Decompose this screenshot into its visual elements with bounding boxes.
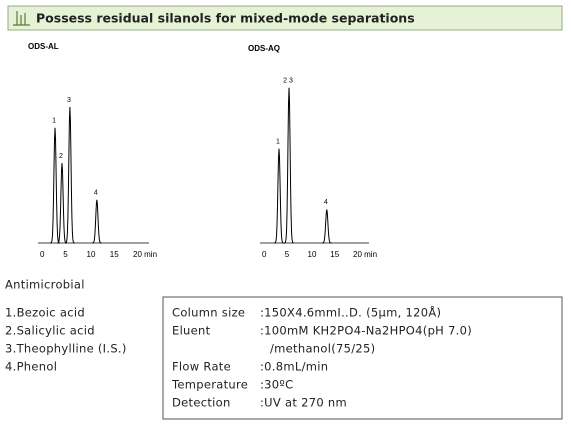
- x-tick-label: 0: [40, 250, 45, 259]
- condition-label: Flow Rate: [172, 360, 231, 374]
- header-bar: [7, 5, 563, 31]
- condition-value: :UV at 270 nm: [260, 396, 347, 410]
- condition-value: /methanol(75/25): [270, 342, 375, 356]
- peak: [91, 199, 102, 244]
- x-tick-label: 5: [285, 250, 290, 259]
- condition-label: Eluent: [172, 324, 211, 338]
- compound: 3.Theophylline (I.S.): [5, 342, 127, 356]
- x-tick-label: 20 min: [353, 250, 377, 259]
- peak: [321, 209, 332, 244]
- header-icon: [13, 11, 30, 26]
- x-tick-label: 0: [262, 250, 267, 259]
- peak-label: 1: [52, 118, 56, 125]
- peak: [56, 162, 68, 244]
- peak: [273, 148, 285, 244]
- condition-label: Temperature: [171, 378, 248, 392]
- x-tick-label: 10: [308, 250, 317, 259]
- conditions-box: [162, 296, 563, 420]
- peak-label: 4: [94, 190, 98, 197]
- x-tick-label: 20 min: [133, 250, 157, 259]
- compound: 1.Bezoic acid: [5, 306, 85, 320]
- peak: [49, 127, 61, 244]
- condition-label: Column size: [172, 306, 245, 320]
- x-tick-label: 15: [330, 250, 339, 259]
- peak-label: 1: [276, 138, 280, 145]
- peak-label: 2 3: [283, 78, 293, 85]
- x-tick-label: 5: [63, 250, 68, 259]
- x-tick-label: 15: [110, 250, 119, 259]
- header-title: Possess residual silanols for mixed-mode…: [36, 11, 415, 26]
- peak-label: 2: [59, 153, 63, 160]
- condition-value: :30ºC: [260, 378, 293, 392]
- condition-value: :150X4.6mmI..D. (5μm, 120Å): [260, 305, 441, 320]
- chromatogram-title: ODS-AL: [28, 42, 59, 51]
- chromatogram-title: ODS-AQ: [248, 44, 280, 53]
- peak: [64, 106, 75, 244]
- condition-value: :0.8mL/min: [260, 360, 328, 374]
- peak-label: 3: [67, 97, 71, 104]
- peak-label: 4: [324, 199, 328, 206]
- x-tick-label: 10: [87, 250, 96, 259]
- condition-label: Detection: [172, 396, 231, 410]
- compound: 4.Phenol: [5, 360, 57, 374]
- peak: [283, 87, 295, 244]
- compound: 2.Salicylic acid: [5, 324, 95, 338]
- sample-title: Antimicrobial: [5, 278, 85, 292]
- condition-value: :100mM KH2PO4-Na2HPO4(pH 7.0): [260, 324, 472, 338]
